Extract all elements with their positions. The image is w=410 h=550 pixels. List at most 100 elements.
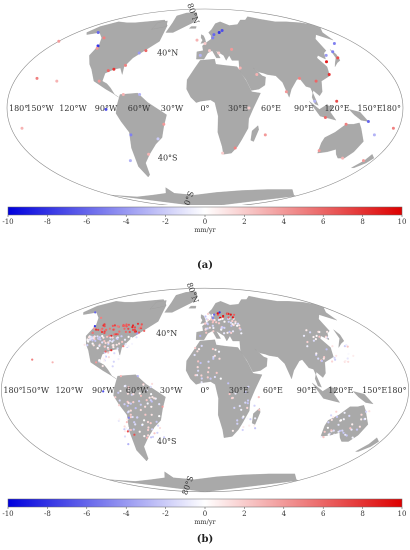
- site-marker: [126, 392, 129, 395]
- site-marker: [102, 390, 105, 393]
- site-marker: [242, 415, 245, 418]
- site-marker: [103, 323, 106, 326]
- site-marker: [253, 424, 256, 427]
- site-marker: [92, 336, 96, 339]
- site-marker: [95, 361, 98, 364]
- site-marker: [352, 354, 355, 357]
- site-marker: [335, 99, 339, 103]
- site-marker: [345, 343, 348, 347]
- land-uk: [200, 34, 206, 44]
- site-marker: [247, 106, 251, 110]
- site-marker: [141, 423, 144, 426]
- site-marker: [258, 408, 261, 411]
- lon-label: 150°W: [26, 104, 54, 113]
- site-marker: [226, 312, 229, 315]
- site-marker: [332, 416, 335, 419]
- land-antarctica: [110, 187, 297, 205]
- site-marker: [333, 356, 336, 359]
- site-marker: [330, 414, 333, 417]
- site-marker: [124, 330, 127, 333]
- site-marker: [326, 426, 329, 429]
- site-marker: [194, 346, 197, 350]
- site-marker: [315, 334, 318, 337]
- site-marker: [206, 322, 209, 325]
- site-marker: [247, 385, 250, 388]
- site-marker: [246, 399, 250, 402]
- site-marker: [228, 330, 231, 333]
- land-baffin: [149, 300, 167, 310]
- site-marker: [323, 116, 327, 119]
- site-marker: [200, 377, 203, 380]
- site-marker: [116, 325, 119, 328]
- site-marker: [207, 360, 210, 363]
- site-marker: [145, 389, 148, 392]
- site-marker: [222, 314, 225, 318]
- site-marker: [144, 405, 147, 408]
- site-marker: [351, 423, 354, 426]
- lon-label: 120°W: [59, 104, 87, 113]
- site-marker: [232, 323, 235, 327]
- site-marker: [101, 334, 104, 338]
- lon-label: 180°: [3, 386, 22, 395]
- lon-label: 90°E: [294, 104, 314, 113]
- site-marker: [151, 435, 155, 438]
- site-marker: [127, 335, 130, 338]
- site-marker: [83, 343, 86, 346]
- colorbar-tick-label: -2: [162, 218, 169, 226]
- site-marker: [129, 409, 132, 412]
- site-marker: [99, 329, 102, 332]
- lon-label: 120°E: [324, 104, 349, 113]
- site-marker: [97, 337, 100, 340]
- site-marker: [129, 133, 133, 137]
- site-marker: [156, 137, 160, 141]
- site-marker: [221, 151, 225, 155]
- site-marker: [101, 364, 104, 368]
- site-marker: [126, 404, 129, 407]
- site-marker: [309, 331, 312, 334]
- site-marker: [199, 361, 202, 365]
- site-marker: [240, 408, 243, 411]
- site-marker: [103, 331, 106, 335]
- site-marker: [125, 325, 128, 328]
- colorbar-tick-label: 10: [398, 510, 407, 518]
- site-marker: [249, 418, 252, 421]
- site-marker: [116, 347, 119, 350]
- site-marker: [217, 322, 221, 325]
- lon-label: 150°E: [357, 104, 382, 113]
- lon-label: 150°E: [362, 386, 387, 395]
- site-marker: [114, 396, 117, 399]
- site-marker: [120, 335, 123, 338]
- site-marker: [211, 324, 214, 327]
- site-marker: [150, 393, 153, 396]
- site-marker: [127, 388, 130, 391]
- site-marker: [104, 329, 107, 332]
- site-marker: [196, 350, 199, 353]
- site-marker: [97, 328, 100, 331]
- site-marker: [138, 93, 142, 96]
- site-marker: [199, 334, 202, 337]
- lon-label: 60°W: [128, 104, 151, 113]
- site-marker: [123, 428, 126, 431]
- colorbar-tick-label: 2: [242, 510, 246, 518]
- colorbar-tick-label: -6: [83, 218, 90, 226]
- colorbar-tick-label: -4: [123, 510, 130, 518]
- site-marker: [226, 331, 229, 334]
- site-marker: [212, 319, 215, 322]
- site-marker: [119, 375, 122, 378]
- site-marker: [130, 337, 133, 340]
- site-marker: [207, 312, 210, 315]
- site-marker: [156, 431, 159, 434]
- colorbar-tick-label: -2: [162, 510, 169, 518]
- site-marker: [125, 421, 128, 424]
- site-marker: [111, 324, 114, 327]
- site-marker: [231, 330, 235, 333]
- site-marker: [208, 49, 211, 53]
- site-marker: [305, 329, 308, 332]
- site-marker: [104, 350, 107, 353]
- site-marker: [246, 406, 249, 409]
- site-marker: [91, 342, 94, 345]
- site-marker: [133, 421, 136, 424]
- site-marker: [234, 322, 237, 325]
- site-marker: [312, 339, 315, 342]
- site-marker: [219, 318, 222, 321]
